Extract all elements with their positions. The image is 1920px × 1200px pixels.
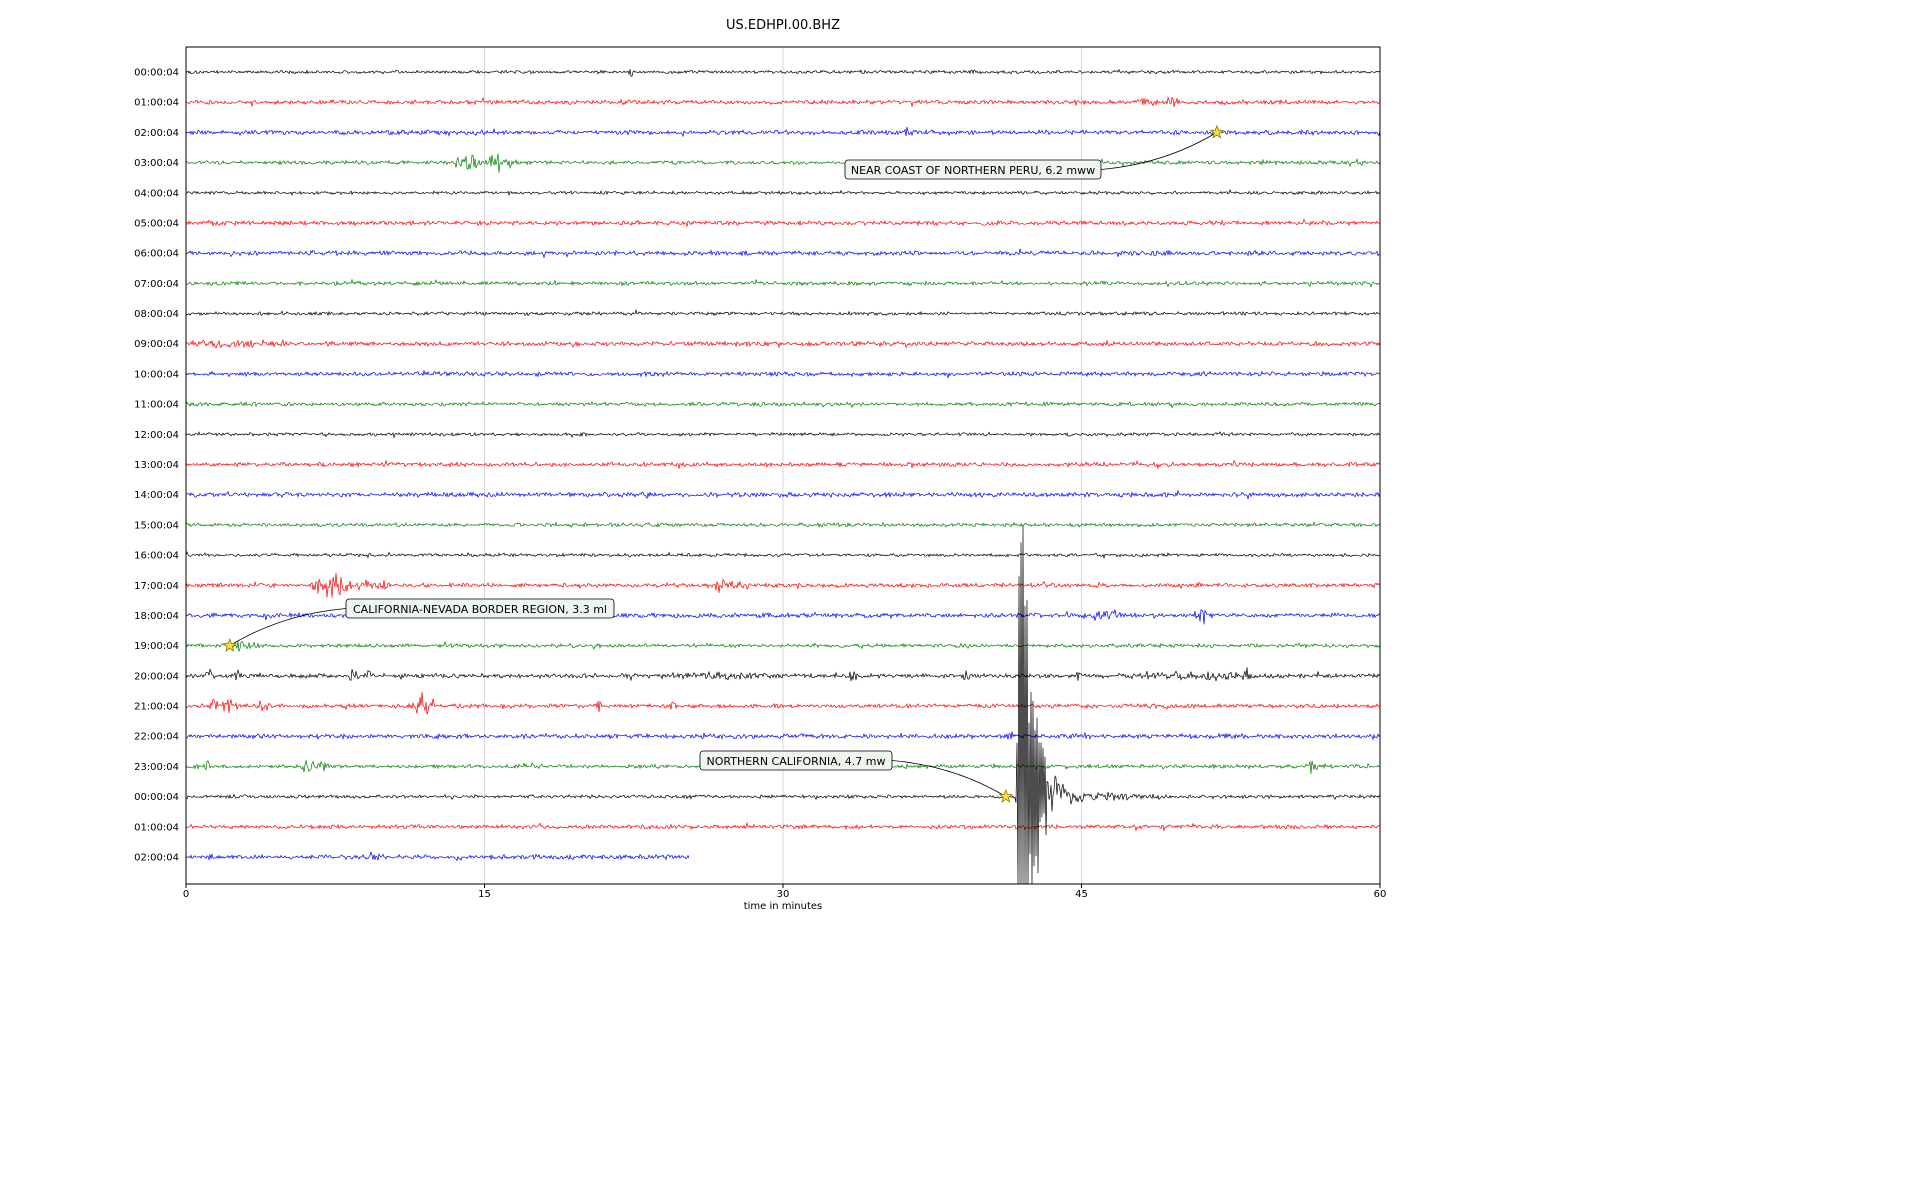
trace-row-26: [185, 851, 690, 862]
trace-row-19: [185, 640, 1381, 652]
row-time-label: 23:00:04: [134, 762, 179, 773]
trace-row-17: [185, 572, 1380, 598]
trace-row-10: [185, 370, 1381, 379]
row-time-label: 11:00:04: [134, 400, 179, 411]
plot-title: US.EDHPI.00.BHZ: [726, 18, 840, 33]
axis-layer: 0 15 30 45 60 00:00:04 01:00:04 02:00:04 03:00:0…: [134, 68, 1386, 901]
annotation-label: CALIFORNIA-NEVADA BORDER REGION, 3.3 ml: [353, 603, 607, 616]
trace-row-6: [185, 248, 1381, 259]
trace-row-15: [185, 521, 1381, 529]
row-time-label: 08:00:04: [134, 309, 179, 320]
trace-row-4: [185, 188, 1381, 197]
annotation-arrow: [229, 608, 347, 646]
trace-row-22: [185, 731, 1381, 741]
x-tick-label: 0: [183, 889, 189, 900]
trace-layer: [185, 68, 1381, 884]
row-time-label: 17:00:04: [134, 581, 179, 592]
row-time-label: 16:00:04: [134, 551, 179, 562]
row-time-label: 03:00:04: [134, 158, 179, 169]
trace-row-9: [185, 338, 1381, 349]
row-time-label: 00:00:04: [134, 68, 179, 79]
annotation-label: NORTHERN CALIFORNIA, 4.7 mw: [707, 755, 886, 768]
trace-row-16: [185, 551, 1380, 560]
row-time-label: 01:00:04: [134, 822, 179, 833]
x-axis-label: time in minutes: [744, 901, 823, 912]
x-tick-label: 60: [1374, 889, 1387, 900]
row-time-label: 05:00:04: [134, 219, 179, 230]
row-time-label: 01:00:04: [134, 98, 179, 109]
row-time-label: 09:00:04: [134, 339, 179, 350]
annotation-arrow: [891, 760, 1007, 797]
row-time-label: 14:00:04: [134, 490, 179, 501]
row-time-label: 10:00:04: [134, 369, 179, 380]
event-star-icon: [222, 638, 238, 652]
trace-row-12: [185, 431, 1381, 439]
trace-row-3: [185, 153, 1381, 173]
annotation-box: [699, 750, 893, 771]
row-time-label: 13:00:04: [134, 460, 179, 471]
x-tick-label: 15: [478, 889, 491, 900]
row-time-label: 12:00:04: [134, 430, 179, 441]
annotation-box: [844, 159, 1102, 180]
row-time-label: 19:00:04: [134, 641, 179, 652]
event-star-icon: [998, 788, 1014, 803]
trace-row-11: [185, 400, 1381, 409]
row-time-label: 21:00:04: [134, 702, 179, 713]
annotation-box: [345, 598, 615, 619]
trace-row-13: [185, 459, 1381, 470]
x-tick-label: 30: [777, 889, 790, 900]
trace-row-14: [185, 489, 1381, 500]
annotation-label: NEAR COAST OF NORTHERN PERU, 6.2 mww: [851, 164, 1095, 177]
row-time-label: 20:00:04: [134, 671, 179, 682]
trace-row-25: [185, 822, 1381, 832]
row-time-label: 07:00:04: [134, 279, 179, 290]
annotation-layer: NEAR COAST OF NORTHERN PERU, 6.2 mww CALI…: [222, 124, 1225, 803]
trace-row-24: [185, 525, 1381, 884]
trace-row-8: [185, 308, 1381, 317]
row-time-label: 15:00:04: [134, 520, 179, 531]
row-time-label: 02:00:04: [134, 853, 179, 864]
trace-row-21: [185, 691, 1381, 715]
row-time-label: 18:00:04: [134, 611, 179, 622]
event-star-icon: [1209, 124, 1225, 139]
row-time-label: 06:00:04: [134, 249, 179, 260]
trace-row-1: [185, 96, 1380, 108]
annotation-arrow: [1100, 132, 1218, 170]
row-time-label: 00:00:04: [134, 792, 179, 803]
row-time-label: 04:00:04: [134, 188, 179, 199]
row-time-label: 02:00:04: [134, 128, 179, 139]
x-tick-label: 45: [1075, 889, 1088, 900]
trace-row-0: [185, 68, 1381, 77]
trace-row-2: [185, 126, 1381, 138]
trace-row-20: [185, 667, 1380, 682]
trace-row-5: [185, 218, 1381, 228]
trace-row-7: [185, 278, 1381, 288]
row-time-label: 22:00:04: [134, 732, 179, 743]
